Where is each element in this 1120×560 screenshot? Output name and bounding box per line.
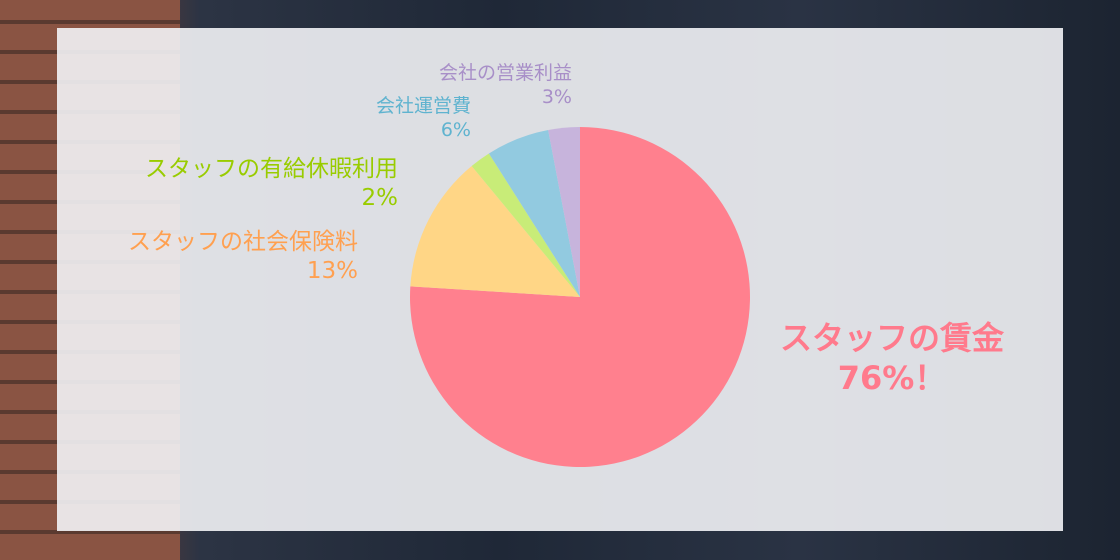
label-operating-profit-value: 3% [541, 85, 572, 108]
label-insurance-name: スタッフの社会保険料 [128, 229, 358, 255]
label-operating-cost-value: 6% [440, 118, 471, 141]
pie-slice-insurance [410, 166, 580, 297]
label-operating-profit: 会社の営業利益 3% [439, 62, 572, 110]
label-paid-leave: スタッフの有給休暇利用 2% [145, 155, 398, 213]
label-paid-leave-name: スタッフの有給休暇利用 [145, 156, 398, 182]
pie-slice-operating-profit [548, 127, 580, 297]
label-insurance-value: 13% [306, 257, 358, 284]
label-operating-cost: 会社運営費 6% [376, 95, 471, 143]
label-insurance: スタッフの社会保険料 13% [128, 228, 358, 286]
label-paid-leave-value: 2% [361, 184, 399, 211]
pie-slice-paid-leave [471, 153, 580, 297]
label-wages: スタッフの賃金 76%！ [780, 318, 1004, 398]
label-operating-profit-name: 会社の営業利益 [438, 62, 572, 84]
label-operating-cost-name: 会社運営費 [375, 95, 471, 117]
pie-slice-operating-cost [488, 130, 580, 297]
label-wages-value: 76%！ [837, 359, 947, 397]
label-wages-name: スタッフの賃金 [780, 319, 1005, 357]
